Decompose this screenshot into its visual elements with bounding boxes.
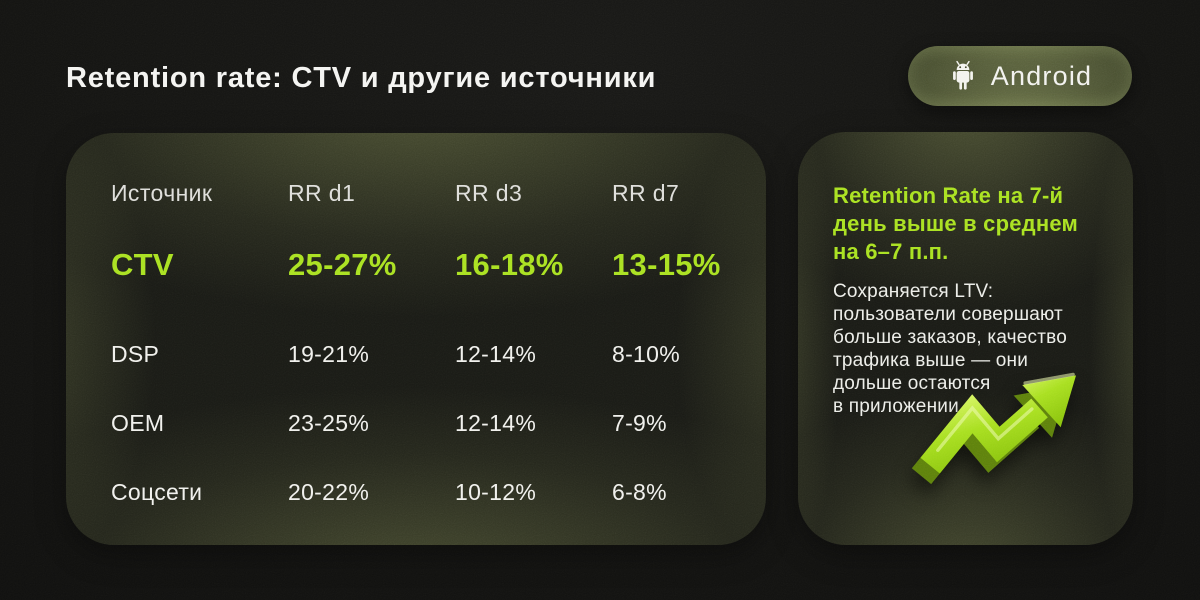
column-header-rr-d3: RR d3	[455, 180, 523, 206]
cell-source: Соцсети	[111, 479, 203, 505]
cell-rr-d7: 13-15%	[612, 247, 721, 282]
cell-source: CTV	[111, 247, 174, 282]
cell-rr-d3: 12-14%	[455, 410, 537, 436]
table-row-dsp: DSP 19-21% 12-14% 8-10%	[66, 341, 766, 367]
table-row-oem: OEM 23-25% 12-14% 7-9%	[66, 410, 766, 436]
retention-table-card: Источник RR d1 RR d3 RR d7 CTV 25-27% 16…	[66, 133, 766, 545]
cell-rr-d1: 23-25%	[288, 410, 370, 436]
trending-up-arrow-icon	[911, 372, 1077, 485]
table-row-socseti: Соцсети 20-22% 10-12% 6-8%	[66, 479, 766, 505]
cell-rr-d1: 25-27%	[288, 247, 397, 282]
android-robot-icon	[952, 60, 973, 90]
cell-rr-d7: 7-9%	[612, 410, 667, 436]
table-header-row: Источник RR d1 RR d3 RR d7	[66, 180, 766, 206]
platform-badge-label: Android	[990, 60, 1093, 91]
table-row-ctv-highlighted: CTV 25-27% 16-18% 13-15%	[66, 247, 766, 283]
column-header-source: Источник	[111, 180, 213, 206]
cell-rr-d7: 6-8%	[612, 479, 667, 505]
cell-rr-d1: 19-21%	[288, 341, 370, 367]
column-header-rr-d7: RR d7	[612, 180, 680, 206]
cell-rr-d3: 12-14%	[455, 341, 537, 367]
platform-badge: Android	[908, 46, 1132, 106]
cell-rr-d7: 8-10%	[612, 341, 680, 367]
cell-source: DSP	[111, 341, 160, 367]
page-title: Retention rate: CTV и другие источники	[66, 62, 657, 94]
insight-card: Retention Rate на 7-й день выше в средне…	[798, 132, 1133, 545]
insight-heading: Retention Rate на 7-й день выше в средне…	[833, 183, 1078, 264]
cell-rr-d1: 20-22%	[288, 479, 370, 505]
column-header-rr-d1: RR d1	[288, 180, 356, 206]
cell-rr-d3: 10-12%	[455, 479, 537, 505]
cell-source: OEM	[111, 410, 165, 436]
cell-rr-d3: 16-18%	[455, 247, 564, 282]
